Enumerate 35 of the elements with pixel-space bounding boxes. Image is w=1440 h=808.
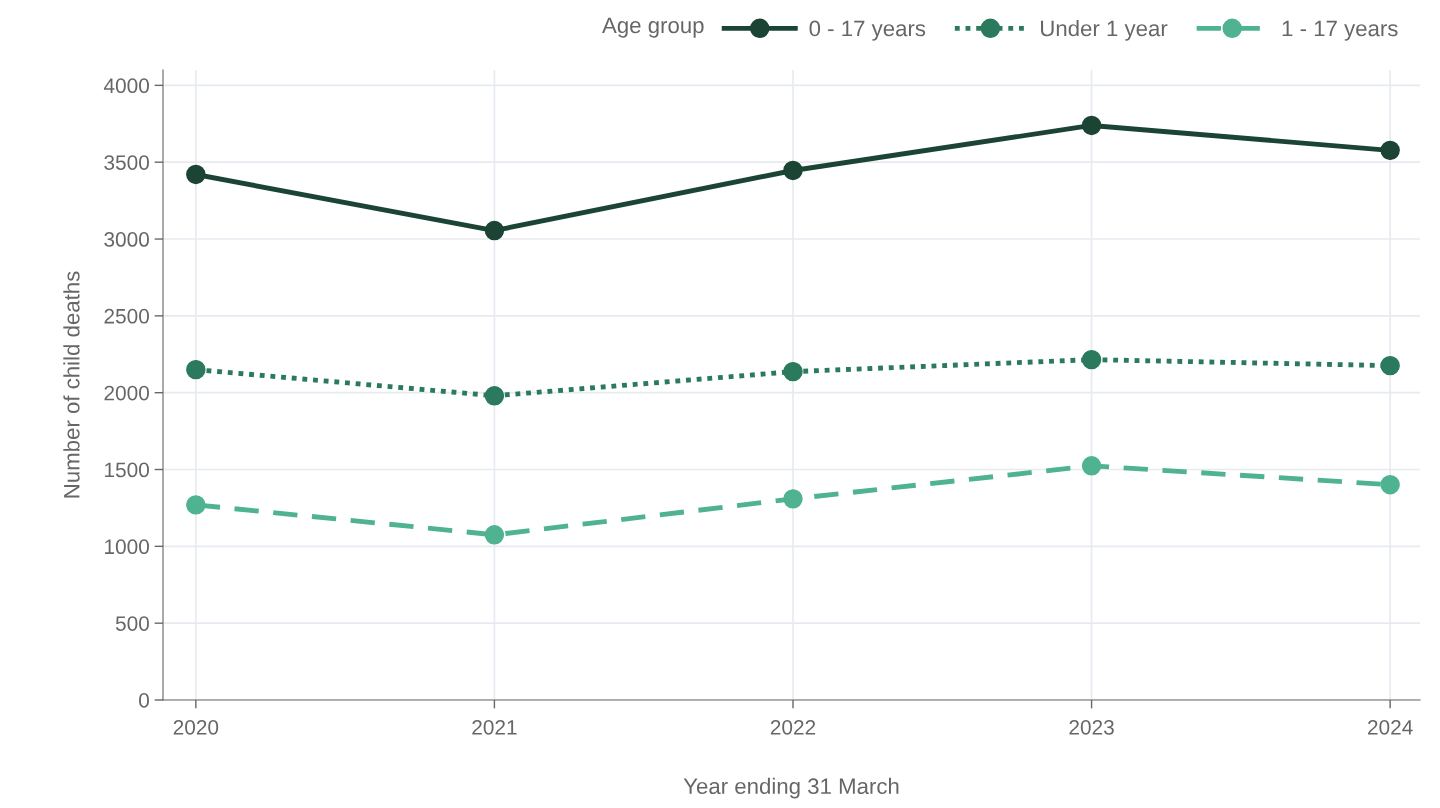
point bbox=[1380, 475, 1400, 495]
x-tick-label: 2020 bbox=[173, 719, 219, 735]
y-axis-title: Number of child deaths bbox=[63, 271, 80, 498]
point bbox=[783, 160, 803, 181]
legend-label: 1 - 17 years bbox=[1282, 20, 1398, 41]
point bbox=[783, 361, 803, 382]
point bbox=[484, 525, 505, 545]
point bbox=[186, 164, 206, 185]
point bbox=[1081, 115, 1102, 136]
x-axis-title: Year ending 31 March bbox=[683, 777, 899, 799]
point bbox=[484, 220, 505, 241]
y-tick-label: 1500 bbox=[105, 462, 149, 478]
point bbox=[1380, 355, 1400, 376]
legend-label: 0 - 17 years bbox=[809, 20, 926, 41]
x-tick-label: 2024 bbox=[1368, 719, 1413, 735]
point bbox=[186, 359, 206, 380]
y-tick-label: 0 bbox=[139, 693, 149, 708]
point bbox=[1380, 140, 1400, 161]
point bbox=[484, 386, 505, 406]
x-tick-label: 2021 bbox=[472, 719, 517, 735]
y-tick-label: 500 bbox=[115, 616, 149, 631]
point bbox=[783, 489, 803, 509]
point bbox=[1081, 456, 1102, 476]
x-tick-label: 2022 bbox=[770, 719, 816, 735]
y-tick-label: 4000 bbox=[103, 78, 149, 94]
legend-title: Age group bbox=[602, 17, 704, 38]
y-tick-label: 3500 bbox=[104, 155, 149, 170]
legend-label: Under 1 year bbox=[1041, 20, 1168, 41]
y-tick-label: 3000 bbox=[104, 232, 149, 247]
y-tick-label: 1000 bbox=[105, 539, 149, 555]
y-tick-label: 2500 bbox=[104, 308, 149, 324]
point bbox=[186, 495, 206, 515]
x-tick-label: 2023 bbox=[1069, 719, 1114, 735]
y-tick-label: 2000 bbox=[104, 385, 149, 401]
point bbox=[1081, 349, 1102, 370]
